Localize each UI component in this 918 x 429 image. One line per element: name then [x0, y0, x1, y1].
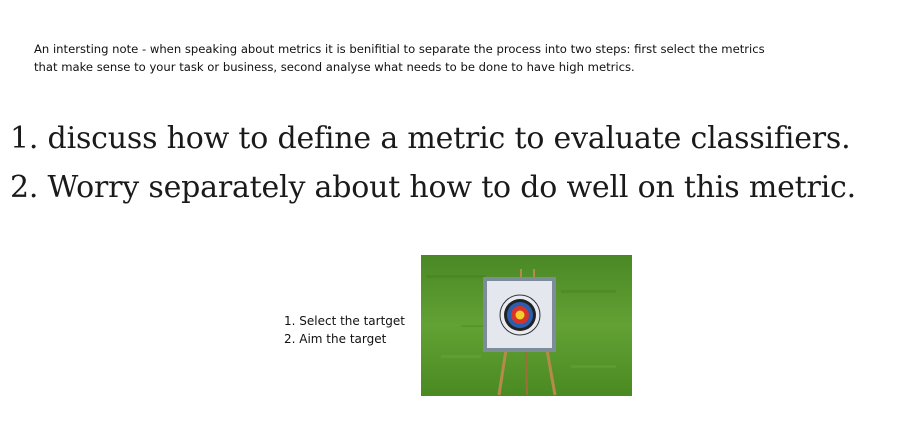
principle-item-1: 1. discuss how to define a metric to eva…	[10, 121, 851, 156]
step-item-1: 1. Select the tartget	[284, 314, 406, 328]
archery-target-illustration	[421, 255, 632, 396]
bullseye-icon	[499, 294, 541, 336]
step-item-2: 2. Aim the target	[284, 332, 387, 346]
grass-texture	[426, 275, 616, 368]
intro-note-line-2: that make sense to your task or business…	[34, 60, 635, 74]
intro-note-line-1: An intersting note - when speaking about…	[34, 42, 765, 56]
intro-note: An intersting note - when speaking about…	[34, 40, 834, 76]
principle-item-2: 2. Worry separately about how to do well…	[10, 170, 856, 205]
steps-list: 1. Select the tartget 2. Aim the target	[284, 312, 405, 348]
archery-target-photo	[421, 255, 632, 396]
target-stand	[497, 269, 557, 396]
